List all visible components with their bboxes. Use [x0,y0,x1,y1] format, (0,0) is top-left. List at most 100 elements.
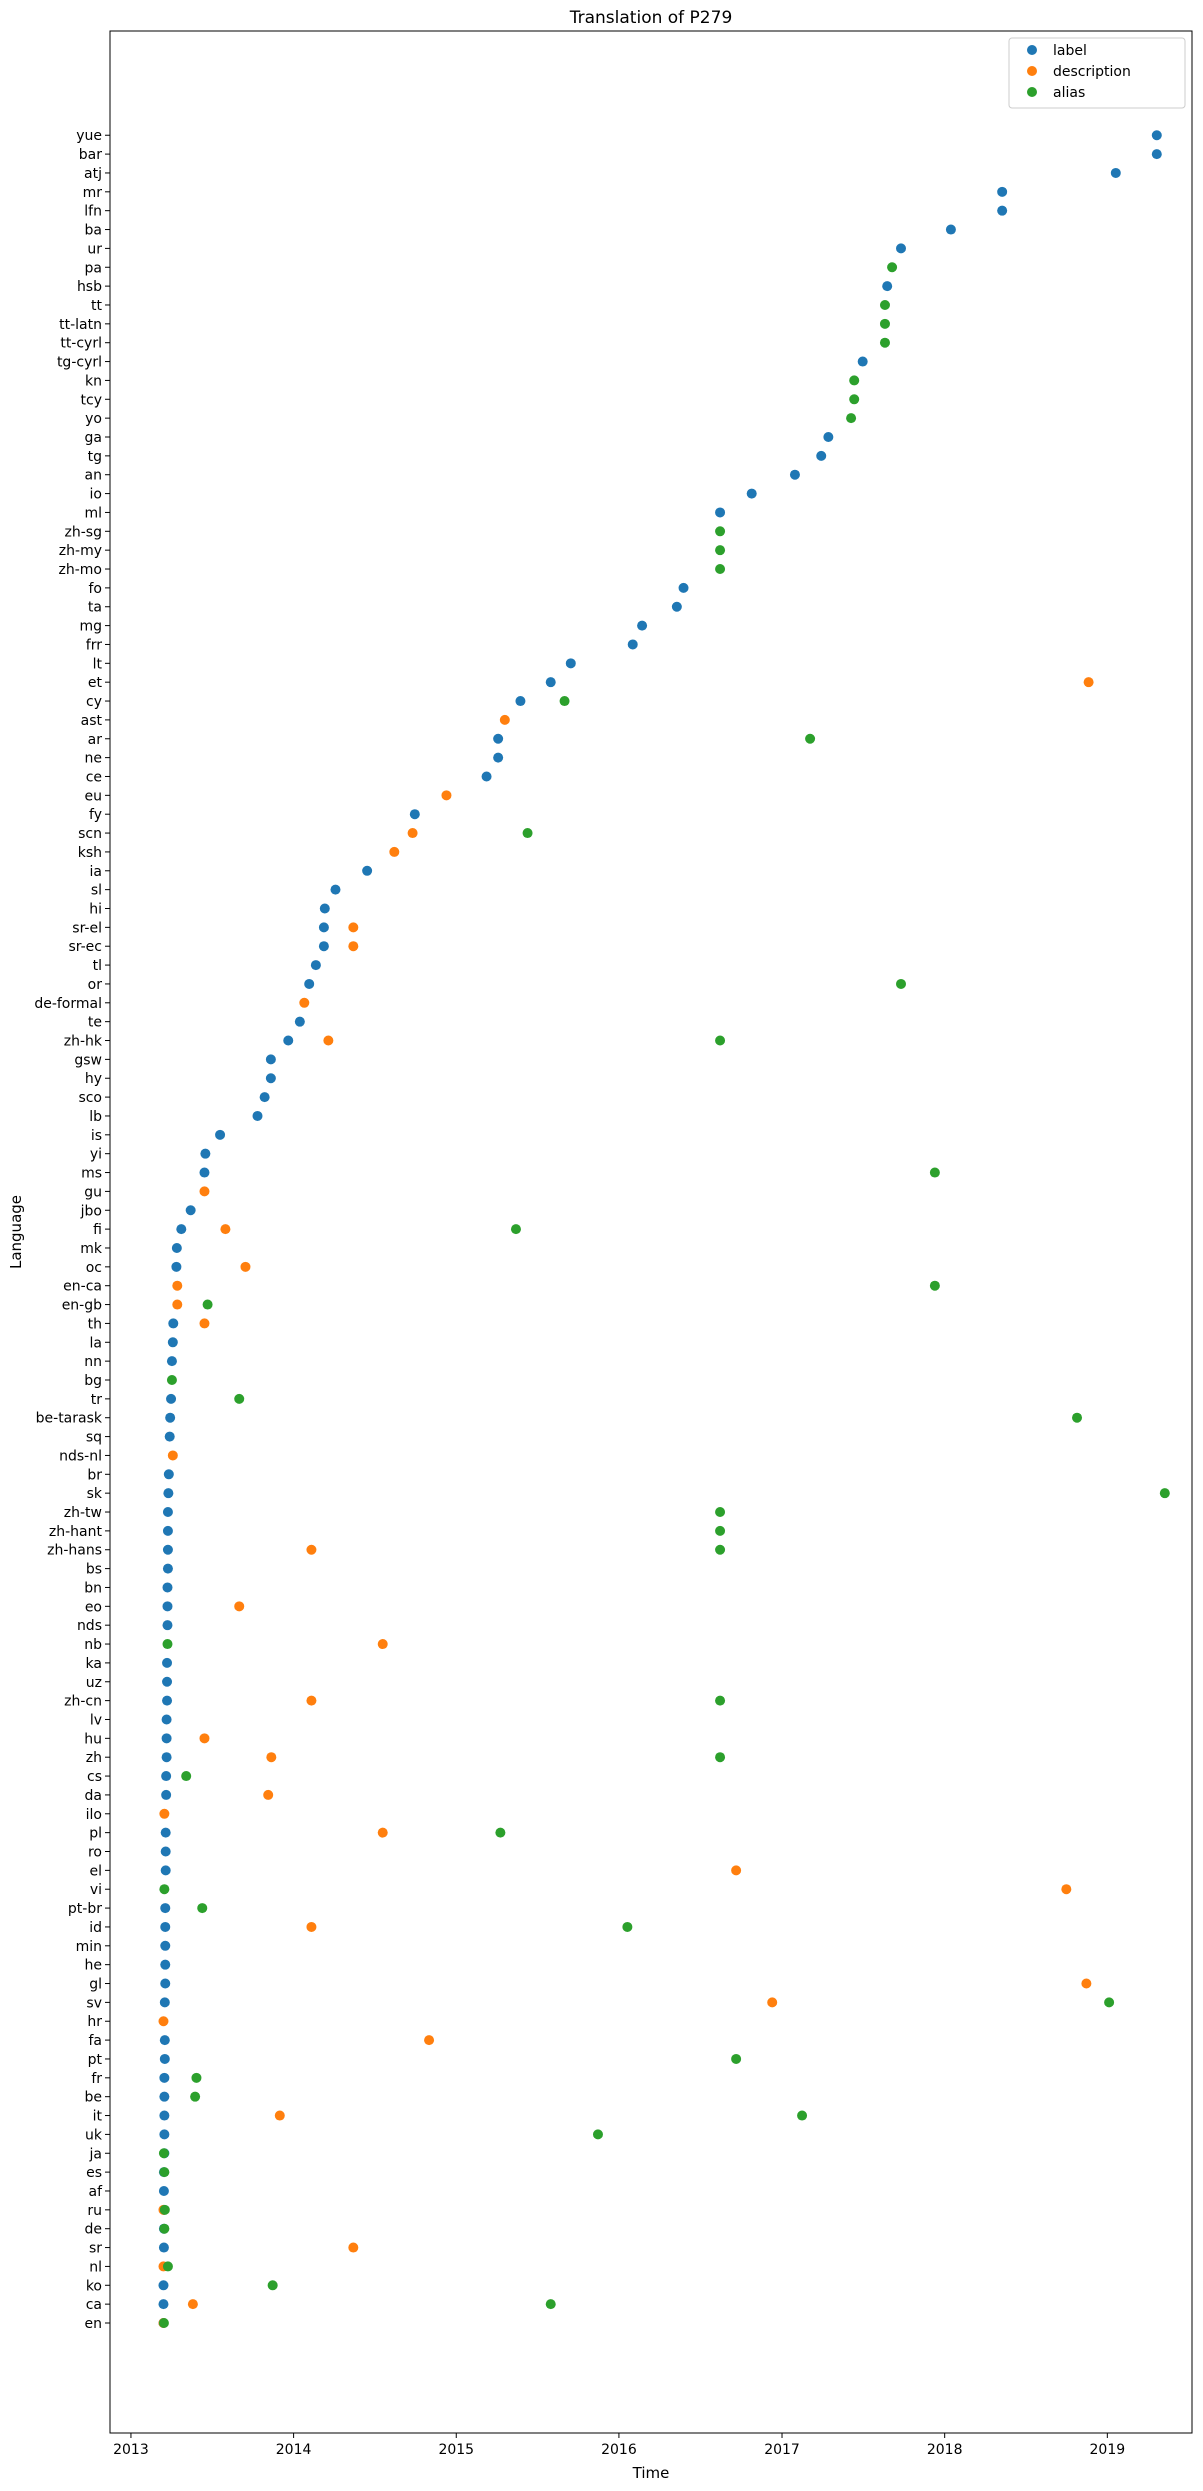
x-tick-label: 2014 [276,2442,312,2458]
y-tick-label: th [88,1316,102,1332]
y-tick-label: de [85,2222,103,2238]
point-label [158,2185,169,2196]
point-label [882,281,893,292]
y-tick-label: te [88,1015,102,1031]
point-alias [159,2167,170,2178]
y-tick-label: fa [88,2033,102,2049]
point-label [160,1940,171,1951]
point-label [159,2110,170,2121]
point-description [159,1808,170,1819]
legend-marker-label [1027,45,1037,55]
y-tick-label: pt [88,2052,103,2068]
y-tick-label: ms [81,1166,102,1182]
y-tick-label: it [93,2109,103,2125]
point-description [158,2016,169,2027]
point-alias [522,828,533,839]
point-alias [849,375,860,386]
point-label [945,224,956,235]
y-tick-label: fy [89,807,102,823]
point-alias [510,1224,521,1235]
y-tick-label: oc [86,1260,102,1276]
y-tick-label: ca [86,2297,102,2313]
point-label [493,733,504,744]
point-description [306,1544,317,1555]
point-alias [190,2091,201,2102]
point-alias [267,2280,278,2291]
plot-area [109,30,1193,2434]
point-label [896,243,906,254]
y-tick-label: atj [84,166,102,182]
point-label [160,1978,171,1989]
point-label [159,2129,170,2140]
point-label [162,1657,173,1668]
point-description [424,2035,435,2046]
y-tick-label: nds-nl [59,1448,102,1464]
point-label [265,1054,276,1065]
point-label [162,1582,173,1593]
point-alias [545,2299,556,2310]
y-tick-label: nb [84,1637,102,1653]
point-description [263,1789,274,1800]
point-label [160,1921,171,1932]
point-label [565,658,576,669]
y-tick-label: vi [90,1882,102,1898]
point-description [348,2242,359,2253]
y-tick-label: gl [89,1977,102,1993]
point-label [160,1903,171,1914]
point-label [637,620,648,631]
y-tick-label: en [85,2316,103,2332]
point-label [215,1129,226,1140]
y-tick-label: pa [85,260,102,276]
point-alias [715,1525,726,1536]
point-label [715,507,726,518]
y-tick-label: tg [88,449,102,465]
point-label [160,1846,171,1857]
y-tick-label: fo [89,581,103,597]
y-tick-label: bg [84,1373,102,1389]
x-tick-label: 2017 [764,2442,800,2458]
point-label [252,1110,263,1121]
legend-label-alias: alias [1053,85,1085,101]
point-label [318,941,329,952]
point-label [159,1997,170,2008]
point-alias [715,1695,726,1706]
point-label [409,809,420,820]
point-alias [715,1507,726,1518]
point-label [199,1167,210,1178]
y-tick-label: io [90,487,102,503]
chart-title: Translation of P279 [569,8,733,28]
point-description [306,1695,317,1706]
y-tick-label: fr [91,2071,102,2087]
y-tick-label: tg-cyrl [57,355,102,371]
point-label [160,1959,171,1970]
y-tick-label: cy [86,694,102,710]
y-tick-label: lb [89,1109,102,1125]
point-label [158,2299,169,2310]
point-alias [929,1167,940,1178]
point-label [160,1827,171,1838]
point-alias [849,394,860,405]
y-tick-label: es [86,2165,102,2181]
point-alias [197,1903,208,1914]
point-label [1151,149,1162,160]
y-tick-label: bar [79,147,102,163]
point-label [161,1733,172,1744]
point-description [1061,1884,1072,1895]
y-tick-label: zh-hant [49,1524,103,1540]
point-description [199,1186,210,1197]
y-tick-label: is [91,1128,102,1144]
point-alias [887,262,898,273]
y-tick-label: nn [84,1354,102,1370]
y-tick-label: sr-ec [68,939,102,955]
point-description [1083,677,1094,688]
point-label [515,696,526,707]
point-description [441,790,452,801]
y-tick-label: lt [93,656,103,672]
x-tick-label: 2016 [601,2442,637,2458]
y-tick-label: ja [89,2146,102,2162]
y-tick-label: zh-tw [64,1505,102,1521]
y-tick-label: la [90,1335,102,1351]
point-alias [715,526,726,537]
point-alias [159,2204,170,2215]
point-alias [879,337,890,348]
